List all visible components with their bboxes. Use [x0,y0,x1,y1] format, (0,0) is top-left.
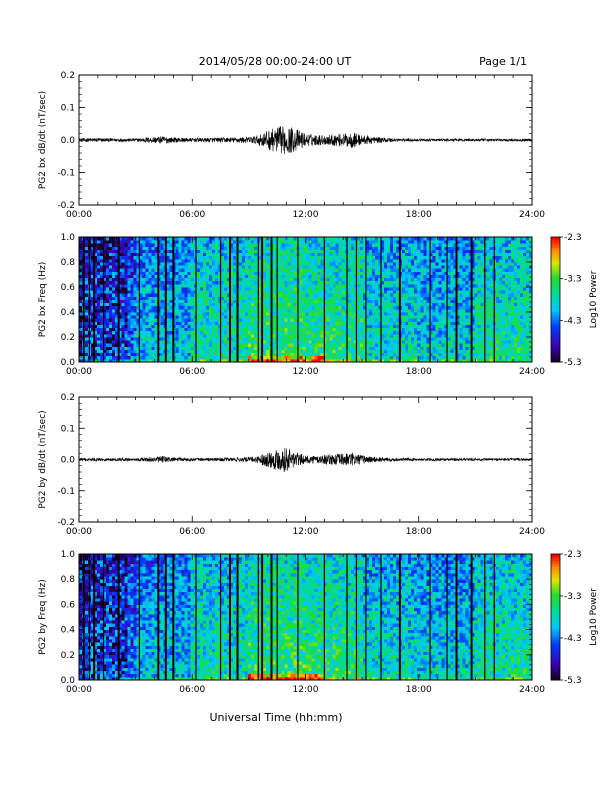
x-tick-label: 18:00 [406,685,432,695]
y-axis-label: PG2 bx dB/dt (nT/sec) [38,91,48,189]
y-tick-label: 0.8 [61,258,76,268]
x-tick-label: 00:00 [66,685,92,695]
x-tick-label: 24:00 [519,210,545,220]
x-tick-label: 12:00 [293,527,319,537]
x-tick-label: 24:00 [519,685,545,695]
x-tick-label: 24:00 [519,527,545,537]
y-tick-label: 0.0 [61,676,76,686]
spectrogram-cells [79,554,533,681]
y-tick-label: 0.0 [61,136,76,146]
y-tick-label: 0.0 [61,456,76,466]
colorbar [551,237,560,363]
colorbar-tick-label: -2.3 [564,550,582,560]
panel-by-spectrogram: 00:00 06:00 12:00 18:00 24:00 0.0 0.2 0.4 0.6 0.8… [38,550,599,695]
spectrogram-cells [79,237,533,363]
colorbar-tick-label: -3.3 [564,275,582,285]
x-tick-label: 00:00 [66,527,92,537]
x-tick-label: 06:00 [179,210,205,220]
colorbar-tick-label: -2.3 [564,233,582,243]
x-tick-label: 06:00 [179,685,205,695]
colorbar-tick-label: -4.3 [564,634,582,644]
x-tick-label: 12:00 [293,685,319,695]
y-tick-label: 0.2 [61,651,75,661]
panel-bx-timeseries: 00:00 06:00 12:00 18:00 24:00 -0.2 -0.1 0.0 0.1 0… [38,71,545,220]
y-tick-label: 0.4 [61,626,76,636]
colorbar-tick-label: -5.3 [564,358,582,368]
panel-bx-spectrogram: 00:00 06:00 12:00 18:00 24:00 0.0 0.2 0.4 0.6 0.8… [38,233,599,377]
colorbar-tick-label: -5.3 [564,676,582,686]
x-tick-label: 24:00 [519,367,545,377]
y-tick-label: 0.8 [61,575,76,585]
colorbar-label: Log10 Power [589,270,599,328]
figure-title: 2014/05/28 00:00-24:00 UT [199,55,352,68]
y-tick-label: 0.0 [61,358,76,368]
y-tick-label: -0.1 [57,169,75,179]
y-tick-label: 0.6 [61,283,76,293]
x-tick-label: 18:00 [406,210,432,220]
x-tick-label: 06:00 [179,527,205,537]
colorbar-tick-label: -3.3 [564,592,582,602]
y-axis-label: PG2 by Freq (Hz) [38,579,48,655]
x-tick-label: 12:00 [293,210,319,220]
x-tick-label: 18:00 [406,527,432,537]
panel-by-timeseries: 00:00 06:00 12:00 18:00 24:00 -0.2 -0.1 0.0 0.1 0… [38,393,545,537]
x-tick-label: 00:00 [66,367,92,377]
y-tick-label: 0.2 [61,71,75,81]
y-tick-label: -0.1 [57,487,75,497]
colorbar-label: Log10 Power [589,588,599,646]
page-label: Page 1/1 [479,55,527,68]
y-axis-label: PG2 bx Freq (Hz) [38,262,48,338]
x-tick-label: 00:00 [66,210,92,220]
series-line [78,447,533,472]
y-tick-label: 0.1 [61,104,75,114]
y-tick-label: 1.0 [61,550,76,560]
series-line [78,126,533,155]
colorbar-tick-label: -4.3 [564,316,582,326]
y-axis-label: PG2 by dB/dt (nT/sec) [38,410,48,508]
y-tick-label: 0.2 [61,393,75,403]
y-tick-label: -0.2 [57,201,75,211]
y-tick-label: 1.0 [61,233,76,243]
y-tick-label: -0.2 [57,518,75,528]
y-tick-label: 0.1 [61,424,75,434]
y-tick-label: 0.4 [61,308,76,318]
x-tick-label: 18:00 [406,367,432,377]
colorbar [551,554,560,681]
x-axis-label: Universal Time (hh:mm) [210,711,343,724]
x-tick-label: 06:00 [179,367,205,377]
x-tick-label: 12:00 [293,367,319,377]
y-tick-label: 0.6 [61,600,76,610]
y-tick-label: 0.2 [61,333,75,343]
